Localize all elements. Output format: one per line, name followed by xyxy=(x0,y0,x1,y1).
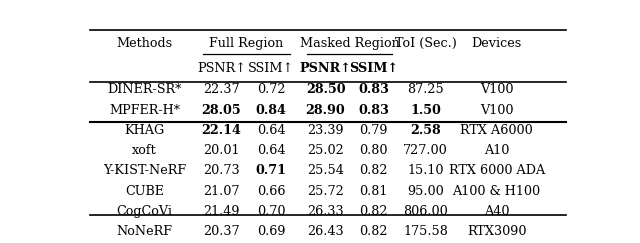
Text: 26.33: 26.33 xyxy=(307,205,344,218)
Text: 25.02: 25.02 xyxy=(307,144,344,157)
Text: MPFER-H*: MPFER-H* xyxy=(109,104,180,117)
Text: DINER-SR*: DINER-SR* xyxy=(108,84,182,96)
Text: ToI (Sec.): ToI (Sec.) xyxy=(395,37,457,50)
Text: KHAG: KHAG xyxy=(124,124,164,137)
Text: 87.25: 87.25 xyxy=(407,84,444,96)
Text: 22.37: 22.37 xyxy=(203,84,239,96)
Text: 21.07: 21.07 xyxy=(203,184,239,198)
Text: 1.50: 1.50 xyxy=(410,104,441,117)
Text: CogCoVi: CogCoVi xyxy=(116,205,173,218)
Text: 15.10: 15.10 xyxy=(408,164,444,177)
Text: 20.73: 20.73 xyxy=(203,164,239,177)
Text: 25.54: 25.54 xyxy=(307,164,344,177)
Text: A100 & H100: A100 & H100 xyxy=(452,184,541,198)
Text: 0.82: 0.82 xyxy=(360,225,388,238)
Text: 0.81: 0.81 xyxy=(360,184,388,198)
Text: A40: A40 xyxy=(484,205,509,218)
Text: 21.49: 21.49 xyxy=(203,205,239,218)
Text: 28.05: 28.05 xyxy=(202,104,241,117)
Text: V100: V100 xyxy=(480,104,513,117)
Text: 26.43: 26.43 xyxy=(307,225,344,238)
Text: 0.82: 0.82 xyxy=(360,164,388,177)
Text: 0.66: 0.66 xyxy=(257,184,285,198)
Text: 0.83: 0.83 xyxy=(358,84,389,96)
Text: 28.90: 28.90 xyxy=(306,104,346,117)
Text: V100: V100 xyxy=(480,84,513,96)
Text: Y-KIST-NeRF: Y-KIST-NeRF xyxy=(103,164,186,177)
Text: Masked Region: Masked Region xyxy=(300,37,399,50)
Text: 806.00: 806.00 xyxy=(403,205,448,218)
Text: 0.70: 0.70 xyxy=(257,205,285,218)
Text: A10: A10 xyxy=(484,144,509,157)
Text: 0.69: 0.69 xyxy=(257,225,285,238)
Text: Devices: Devices xyxy=(472,37,522,50)
Text: Full Region: Full Region xyxy=(209,37,284,50)
Text: 25.72: 25.72 xyxy=(307,184,344,198)
Text: 28.50: 28.50 xyxy=(306,84,346,96)
Text: RTX3090: RTX3090 xyxy=(467,225,526,238)
Text: 0.71: 0.71 xyxy=(255,164,287,177)
Text: PSNR↑: PSNR↑ xyxy=(197,62,246,75)
Text: RTX A6000: RTX A6000 xyxy=(460,124,533,137)
Text: 22.14: 22.14 xyxy=(202,124,241,137)
Text: 0.79: 0.79 xyxy=(360,124,388,137)
Text: 23.39: 23.39 xyxy=(307,124,344,137)
Text: 20.01: 20.01 xyxy=(203,144,239,157)
Text: 0.64: 0.64 xyxy=(257,144,285,157)
Text: RTX 6000 ADA: RTX 6000 ADA xyxy=(449,164,545,177)
Text: 0.72: 0.72 xyxy=(257,84,285,96)
Text: Methods: Methods xyxy=(116,37,173,50)
Text: xoft: xoft xyxy=(132,144,157,157)
Text: 727.00: 727.00 xyxy=(403,144,448,157)
Text: 0.84: 0.84 xyxy=(255,104,286,117)
Text: 0.80: 0.80 xyxy=(360,144,388,157)
Text: PSNR↑: PSNR↑ xyxy=(300,62,351,75)
Text: SSIM↑: SSIM↑ xyxy=(349,62,398,75)
Text: 20.37: 20.37 xyxy=(203,225,239,238)
Text: NoNeRF: NoNeRF xyxy=(116,225,173,238)
Text: 0.64: 0.64 xyxy=(257,124,285,137)
Text: 2.58: 2.58 xyxy=(410,124,441,137)
Text: CUBE: CUBE xyxy=(125,184,164,198)
Text: 95.00: 95.00 xyxy=(407,184,444,198)
Text: SSIM↑: SSIM↑ xyxy=(248,62,294,75)
Text: 0.83: 0.83 xyxy=(358,104,389,117)
Text: 0.82: 0.82 xyxy=(360,205,388,218)
Text: 175.58: 175.58 xyxy=(403,225,448,238)
